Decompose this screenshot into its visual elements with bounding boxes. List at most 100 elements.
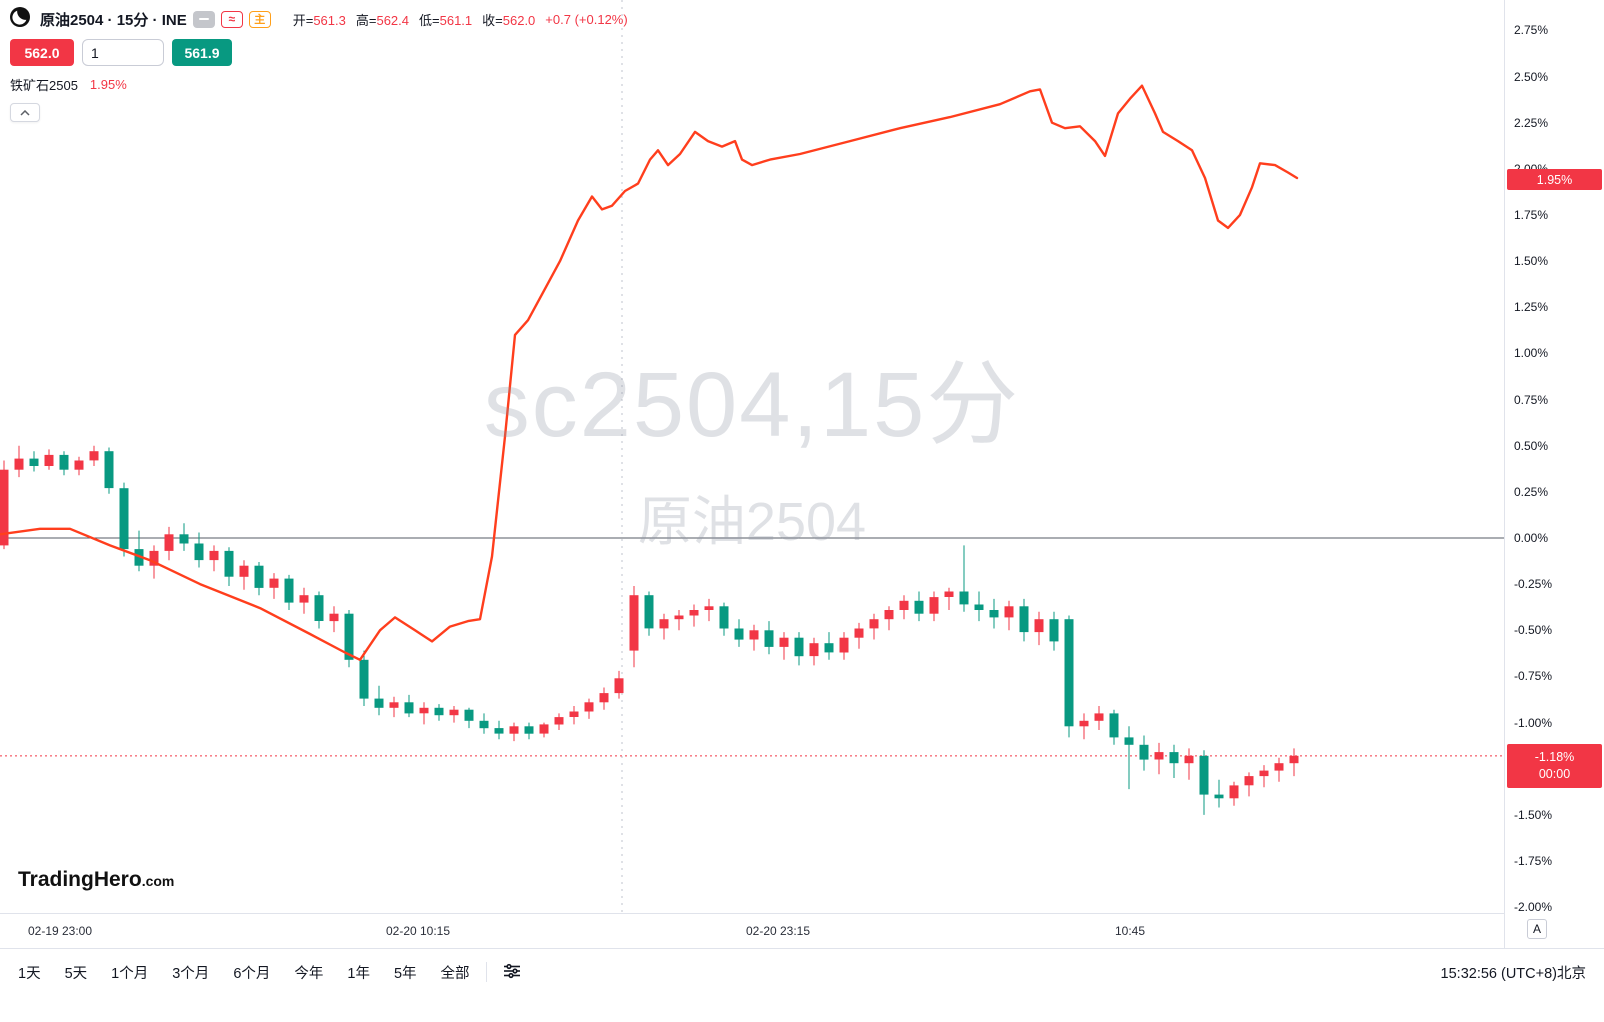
price-axis-label: -2.00% <box>1514 900 1553 915</box>
candle <box>179 534 189 544</box>
candle <box>314 595 324 621</box>
price-axis-label: 1.75% <box>1514 207 1549 222</box>
candle <box>149 550 159 566</box>
tradinghero-logo: TradingHero.com <box>18 868 174 892</box>
price-axis-label: 1.50% <box>1514 254 1549 269</box>
bottom-toolbar: 1天 5天 1个月 3个月 6个月 今年 1年 5年 全部 15:32:56 (UTC+8)北京 <box>0 948 1604 1022</box>
time-axis-label: 02-19 23:00 <box>27 924 93 938</box>
chart-canvas[interactable]: sc2504,15分 原油2504 原油2504 · 15分 · INE ≈ 主… <box>0 0 1504 913</box>
auto-scale-button[interactable]: A <box>1527 919 1547 939</box>
candle <box>674 615 684 620</box>
candle <box>239 565 249 577</box>
collapse-header-button[interactable] <box>10 103 40 122</box>
candle <box>809 643 819 657</box>
candle <box>1184 755 1194 764</box>
price-axis-label: 0.50% <box>1514 438 1549 453</box>
candle <box>1214 794 1224 799</box>
candle <box>539 724 549 734</box>
change-value: +0.7 (+0.12%) <box>545 11 628 27</box>
range-button-1[interactable]: 1天 <box>18 966 41 982</box>
time-axis-label: 02-20 23:15 <box>745 924 811 938</box>
current-price-badge: -1.18% 00:00 <box>1507 743 1602 788</box>
main-contract-icon[interactable]: 主 <box>248 10 271 28</box>
candle <box>824 643 834 653</box>
open-value: 561.3 <box>313 12 346 28</box>
candle <box>1049 619 1059 642</box>
candle <box>1259 770 1269 777</box>
open-label: 开= <box>292 12 314 28</box>
instrument-logo-icon <box>10 6 30 32</box>
candle <box>389 702 399 708</box>
price-axis-label: -0.50% <box>1514 623 1553 638</box>
candle <box>1229 785 1239 799</box>
range-button-4[interactable]: 3个月 <box>172 966 210 982</box>
candle <box>344 613 354 660</box>
compare-symbol-label[interactable]: 铁矿石2505 <box>10 78 78 93</box>
chart-settings-icon[interactable] <box>503 962 521 980</box>
brand-tld: .com <box>141 873 175 889</box>
price-axis-label: 2.50% <box>1514 69 1549 84</box>
candle <box>1064 619 1074 727</box>
price-axis-label: 1.25% <box>1514 300 1549 315</box>
candle <box>59 454 69 470</box>
buy-price-button[interactable]: 561.9 <box>172 39 232 66</box>
candle <box>104 451 114 489</box>
candle <box>1094 713 1104 721</box>
candle <box>1034 619 1044 633</box>
candle <box>704 606 714 610</box>
candle <box>254 565 264 588</box>
sell-price-button[interactable]: 562.0 <box>10 39 74 66</box>
candle <box>1019 606 1029 633</box>
range-button-7[interactable]: 1年 <box>347 966 370 982</box>
chart-header: 原油2504 · 15分 · INE ≈ 主 开=561.3 高=562.4 低… <box>10 6 628 122</box>
time-axis[interactable]: 02-19 23:00 02-20 10:15 02-20 23:15 10:45 <box>0 913 1504 948</box>
candle <box>494 728 504 734</box>
compare-price-badge: 1.95% <box>1507 169 1602 191</box>
candle <box>629 595 639 651</box>
close-label: 收= <box>482 12 503 28</box>
candle <box>554 717 564 725</box>
candle <box>479 720 489 729</box>
candle <box>929 597 939 614</box>
range-button-8[interactable]: 5年 <box>393 966 417 982</box>
candle <box>1139 744 1149 760</box>
visibility-toggle-icon[interactable] <box>192 10 215 28</box>
candle <box>44 454 54 466</box>
range-button-2[interactable]: 5天 <box>64 966 88 982</box>
high-value: 562.4 <box>376 12 410 28</box>
candle <box>164 534 174 551</box>
candle <box>944 591 954 597</box>
candle <box>1244 776 1254 786</box>
range-button-6[interactable]: 今年 <box>294 966 324 982</box>
candle <box>1004 606 1014 618</box>
candle <box>854 628 864 638</box>
candle <box>1199 755 1209 795</box>
price-axis-label: -0.25% <box>1514 577 1553 592</box>
candle <box>299 595 309 603</box>
price-chart[interactable] <box>0 0 1504 913</box>
candle <box>1169 752 1179 764</box>
candle <box>1079 720 1089 727</box>
quantity-input[interactable] <box>82 39 164 66</box>
candle <box>914 600 924 614</box>
candle <box>869 619 879 629</box>
price-axis-label: 2.75% <box>1514 23 1549 38</box>
approx-flag-icon[interactable]: ≈ <box>220 10 243 28</box>
candle <box>614 678 624 694</box>
range-button-3[interactable]: 1个月 <box>111 966 149 982</box>
candle <box>794 637 804 657</box>
candle <box>719 606 729 629</box>
candle <box>1289 755 1299 764</box>
price-axis[interactable]: 1.95% -1.18% 00:00 A 2.75%2.50%2.25%2.00… <box>1504 0 1604 948</box>
range-button-5[interactable]: 6个月 <box>233 966 271 982</box>
candle <box>1109 713 1119 738</box>
price-axis-label: -1.75% <box>1514 854 1553 869</box>
candle <box>14 458 24 470</box>
range-button-9[interactable]: 全部 <box>440 966 470 982</box>
ohlc-readout: 开=561.3 高=562.4 低=561.1 收=562.0 +0.7 (+0… <box>283 10 628 29</box>
clock: 15:32:56 (UTC+8)北京 <box>1440 966 1586 982</box>
candle <box>974 604 984 610</box>
candle <box>884 610 894 620</box>
symbol-title[interactable]: 原油2504 · 15分 · INE <box>40 11 187 29</box>
candle <box>779 637 789 647</box>
